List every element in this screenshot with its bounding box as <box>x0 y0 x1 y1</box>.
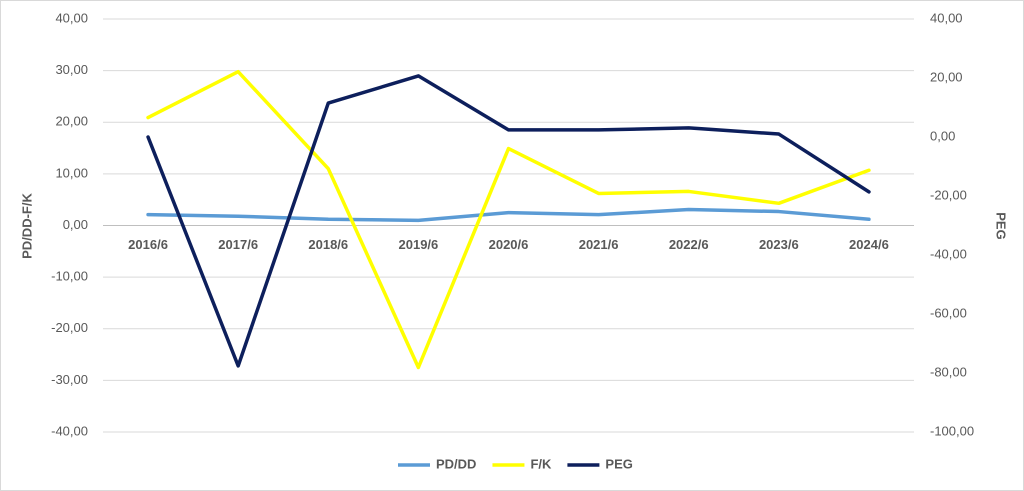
y2-tick-label: 40,00 <box>930 10 963 25</box>
y2-tick-label: 20,00 <box>930 69 963 84</box>
y-axis-title: PD/DD-F/K <box>19 193 34 259</box>
x-tick-label: 2016/6 <box>128 237 168 252</box>
y2-tick-label: 0,00 <box>930 128 955 143</box>
y-tick-label: 0,00 <box>63 217 88 232</box>
y2-tick-label: -100,00 <box>930 423 974 438</box>
legend-label: PEG <box>605 456 632 471</box>
y-tick-label: 10,00 <box>55 165 88 180</box>
y-tick-label: 20,00 <box>55 114 88 129</box>
legend-label: PD/DD <box>436 456 476 471</box>
x-tick-label: 2022/6 <box>669 237 709 252</box>
legend-label: F/K <box>530 456 552 471</box>
y-tick-label: -20,00 <box>51 320 88 335</box>
x-tick-label: 2024/6 <box>849 237 889 252</box>
y2-tick-label: -20,00 <box>930 187 967 202</box>
y-tick-label: 40,00 <box>55 10 88 25</box>
x-tick-label: 2021/6 <box>579 237 619 252</box>
y2-tick-label: -40,00 <box>930 246 967 261</box>
x-tick-label: 2018/6 <box>308 237 348 252</box>
y-tick-label: -40,00 <box>51 423 88 438</box>
y-tick-label: -30,00 <box>51 372 88 387</box>
line-series <box>146 207 871 223</box>
line-series <box>146 69 871 370</box>
y-tick-label: -10,00 <box>51 269 88 284</box>
x-tick-label: 2023/6 <box>759 237 799 252</box>
x-tick-label: 2017/6 <box>218 237 258 252</box>
y-tick-label: 30,00 <box>55 62 88 77</box>
x-tick-label: 2020/6 <box>489 237 529 252</box>
y2-tick-label: -60,00 <box>930 305 967 320</box>
y2-axis-title: PEG <box>994 212 1009 239</box>
y2-tick-label: -80,00 <box>930 364 967 379</box>
line-series <box>146 74 871 368</box>
x-tick-label: 2019/6 <box>399 237 439 252</box>
